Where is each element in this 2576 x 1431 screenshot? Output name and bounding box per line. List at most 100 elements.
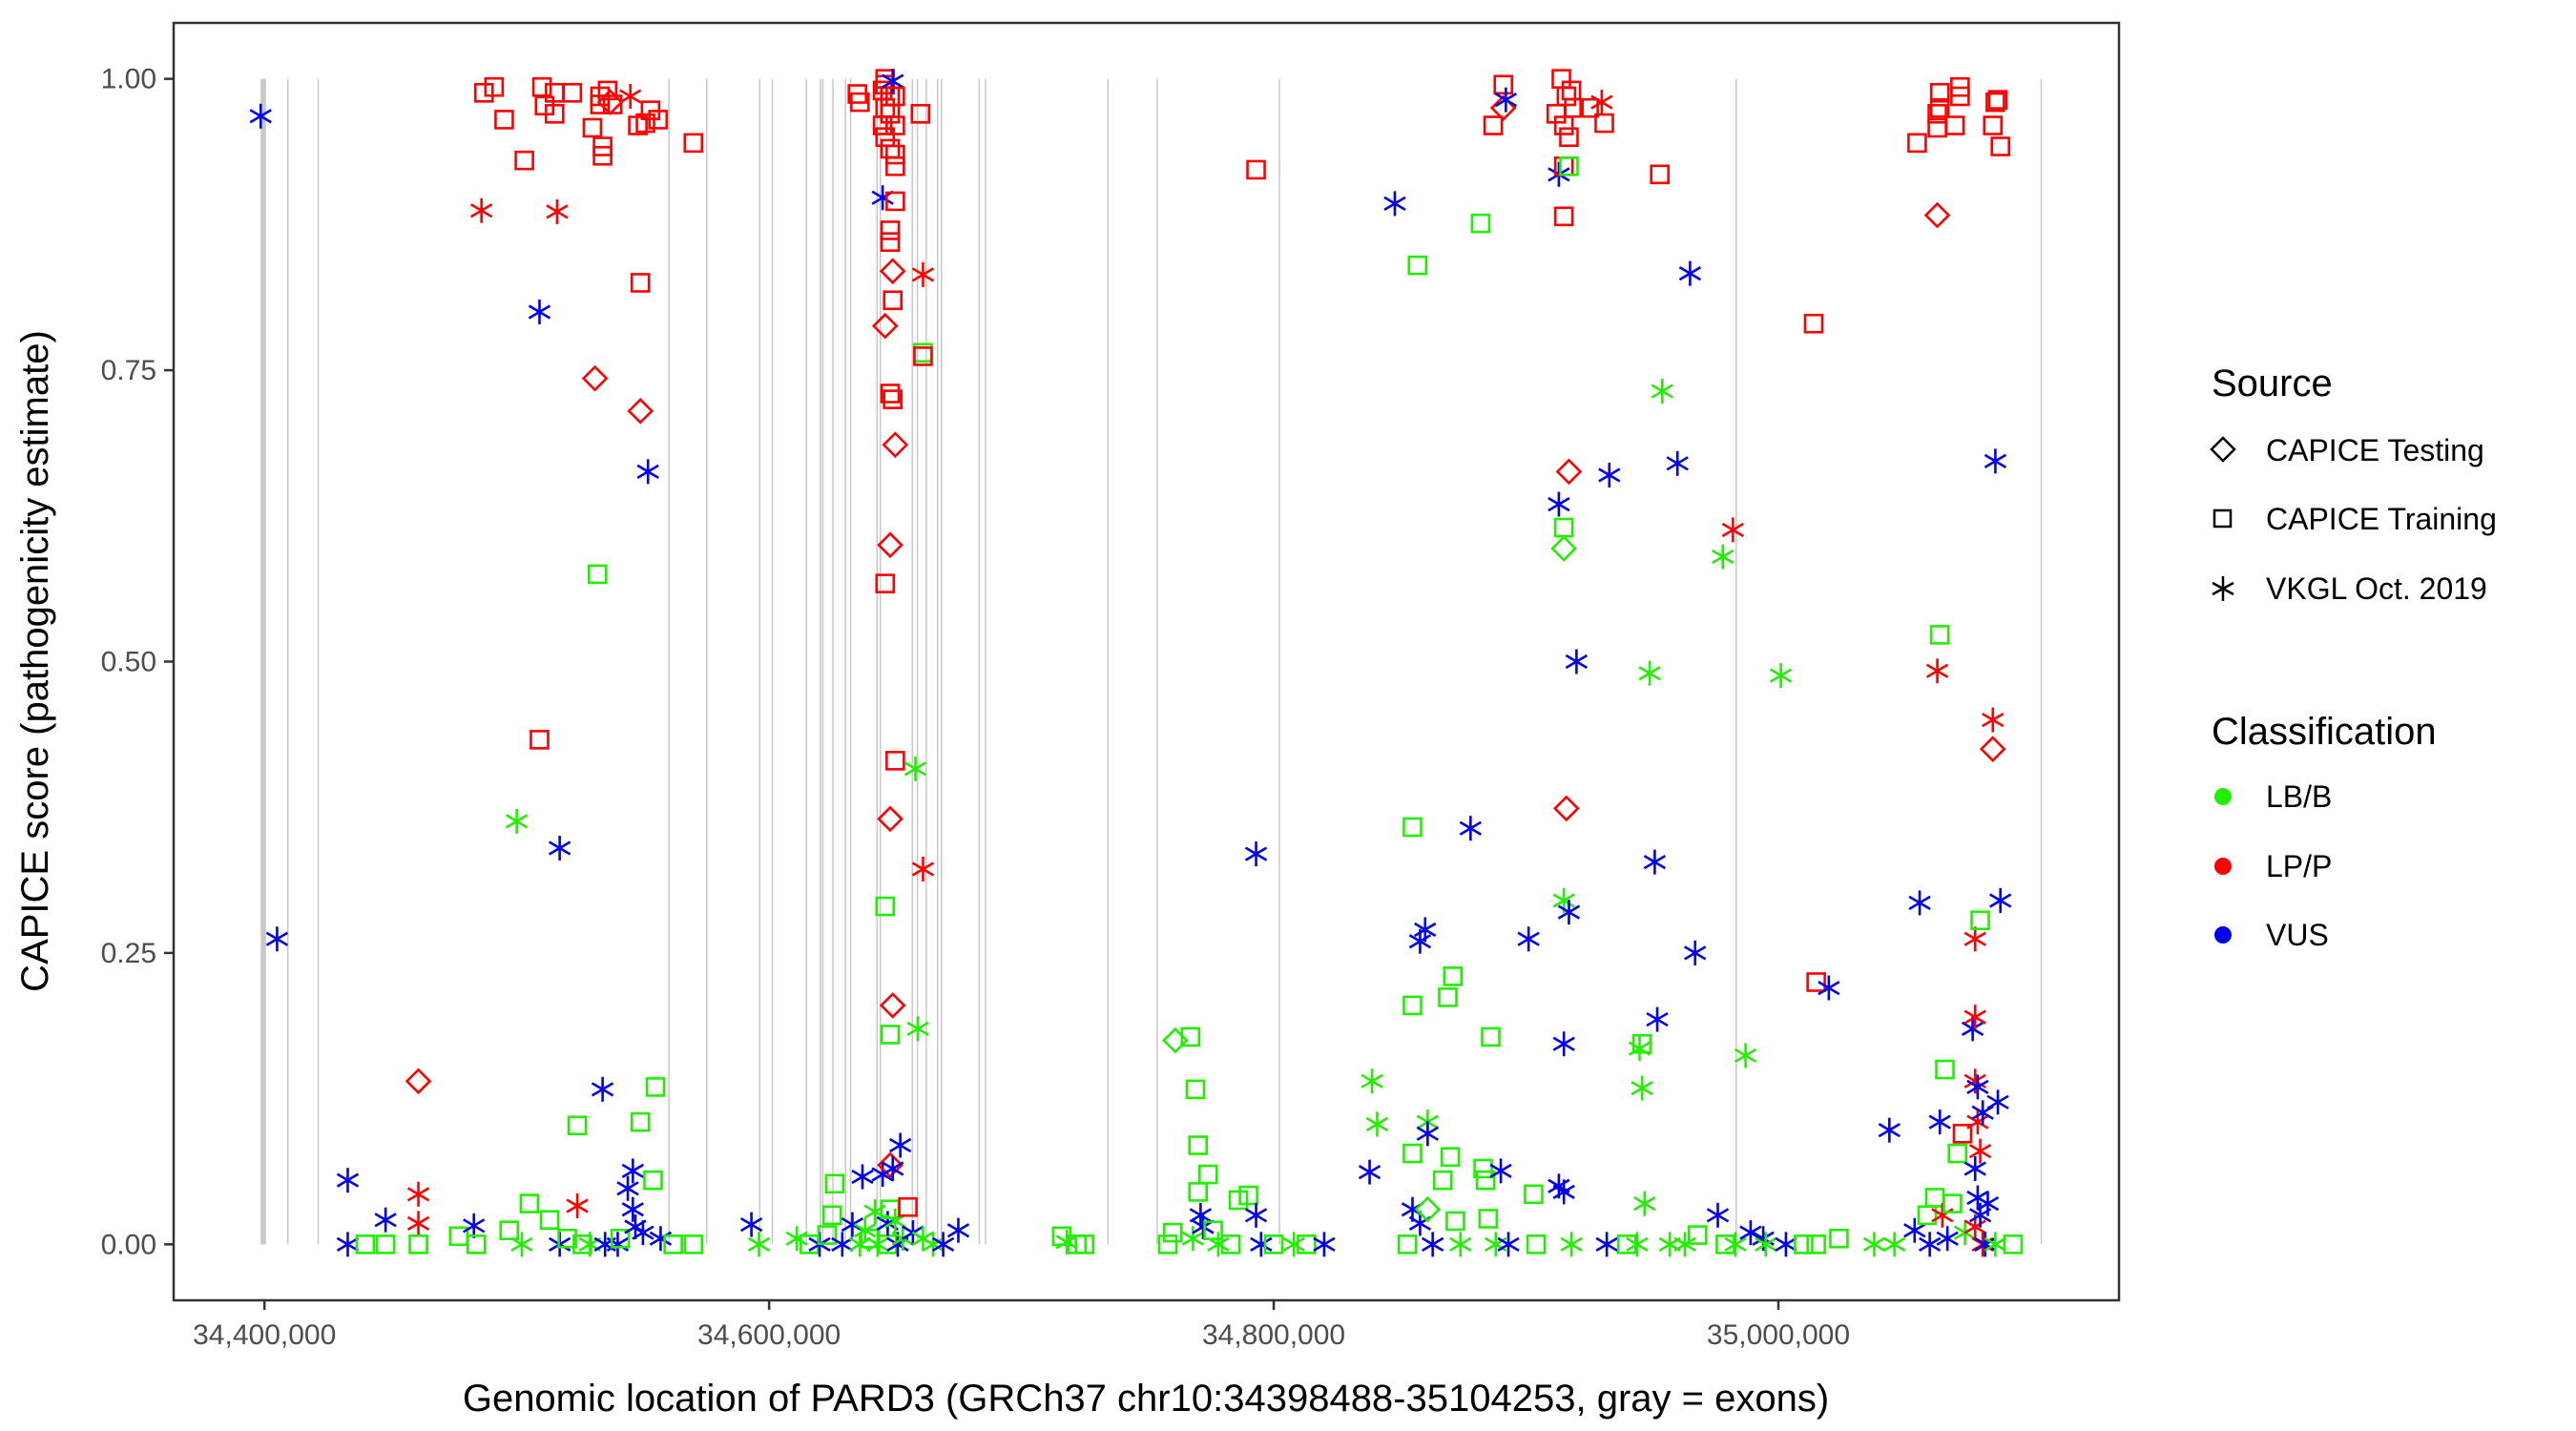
point-vkgl [1282, 1232, 1305, 1257]
point-training [635, 113, 655, 134]
point-training [1553, 206, 1574, 227]
point-vkgl [747, 1232, 771, 1257]
point-training [1929, 625, 1950, 645]
y-tick-label: 0.25 [101, 938, 156, 969]
point-training [1829, 1228, 1849, 1249]
exon-line [844, 78, 846, 1245]
point-training [1481, 1027, 1501, 1047]
point-vkgl [1244, 841, 1268, 867]
point-vkgl [1961, 1016, 1984, 1042]
point-training [530, 730, 550, 750]
point-vkgl [506, 808, 529, 834]
point-training [1526, 1234, 1547, 1255]
point-testing [871, 312, 899, 340]
point-vkgl [1552, 1031, 1575, 1057]
point-vkgl [1966, 1074, 1989, 1100]
point-training [1402, 1143, 1423, 1164]
point-vkgl [1557, 900, 1581, 925]
point-training [1631, 1033, 1652, 1054]
point-training [467, 1234, 487, 1255]
exon-line [940, 78, 943, 1245]
point-training [1803, 313, 1824, 334]
exon-line [1107, 78, 1110, 1245]
point-training [630, 1111, 651, 1132]
point-vkgl [632, 1220, 654, 1246]
point-vkgl [463, 1213, 486, 1238]
exon-line [879, 78, 882, 1245]
point-vkgl [510, 1232, 533, 1257]
point-training [1579, 97, 1599, 118]
point-testing [877, 1151, 904, 1179]
point-training [602, 94, 623, 114]
point-vkgl [1633, 1191, 1656, 1216]
point-vkgl [1552, 1179, 1575, 1205]
point-training [408, 1234, 428, 1255]
point-vkgl [883, 1208, 907, 1234]
point-testing [879, 992, 906, 1019]
point-training [1952, 1123, 1973, 1144]
point-training [1397, 1234, 1418, 1255]
point-training [885, 156, 905, 176]
point-vkgl [566, 1193, 589, 1219]
point-testing [1555, 458, 1583, 486]
point-vkgl [1976, 1191, 2000, 1216]
point-training [1650, 164, 1670, 185]
point-vkgl [621, 1196, 644, 1222]
point-vkgl [1984, 1232, 2007, 1257]
point-vkgl [1918, 1232, 1942, 1257]
point-testing [581, 364, 609, 392]
point-vkgl [1963, 1005, 1986, 1030]
point-vkgl [1489, 1158, 1512, 1184]
point-training [875, 896, 896, 917]
point-vkgl [1878, 1117, 1901, 1143]
point-training [1188, 1182, 1209, 1202]
point-training [1942, 1193, 1963, 1213]
point-training [1473, 1158, 1493, 1179]
point-training [1794, 1234, 1814, 1255]
point-vkgl [1595, 1232, 1618, 1257]
point-training [1475, 1170, 1496, 1191]
point-training [1688, 1225, 1708, 1245]
exon-line [287, 78, 289, 1245]
point-vkgl [1631, 1075, 1653, 1101]
point-vkgl [249, 103, 272, 129]
point-vkgl [1712, 544, 1735, 570]
point-vkgl [1986, 1089, 2009, 1115]
legend-item-vkgl: VKGL Oct. 2019 [2212, 571, 2487, 606]
point-vkgl [1908, 890, 1931, 916]
point-training [1402, 995, 1423, 1016]
point-vkgl [1925, 658, 1949, 684]
exon-line [985, 78, 987, 1245]
point-vkgl [649, 1226, 673, 1252]
point-training [519, 1193, 540, 1213]
point-training [913, 346, 933, 366]
exon-line [849, 78, 852, 1245]
point-training [1197, 1164, 1218, 1185]
point-training [880, 220, 901, 240]
point-training [499, 1220, 520, 1240]
point-training [875, 127, 896, 148]
point-vkgl [911, 261, 935, 287]
point-vkgl [1358, 1159, 1381, 1185]
point-training [885, 115, 905, 135]
point-testing [1550, 535, 1578, 562]
legend-item-lbb: LB/B [2214, 779, 2332, 814]
point-testing [405, 1068, 432, 1095]
point-vkgl [1971, 1100, 1994, 1126]
x-axis-title: Genomic location of PARD3 (GRCh37 chr10:… [463, 1378, 1829, 1420]
blue-dot-icon [2214, 926, 2232, 944]
x-tick-label: 34,600,000 [697, 1319, 841, 1351]
x-tick-label: 34,400,000 [193, 1319, 336, 1351]
point-testing [1979, 736, 2006, 762]
point-vkgl [1598, 463, 1621, 488]
point-training [1220, 1234, 1241, 1255]
point-training [1432, 1170, 1453, 1191]
legend-item-vus: VUS [2214, 918, 2329, 952]
point-vkgl [1966, 1110, 1989, 1135]
point-vkgl [851, 1164, 874, 1190]
point-vkgl [406, 1181, 430, 1207]
point-vkgl [906, 1016, 929, 1042]
point-vkgl [1181, 1226, 1205, 1252]
legend-label-vkgl: VKGL Oct. 2019 [2266, 571, 2487, 606]
